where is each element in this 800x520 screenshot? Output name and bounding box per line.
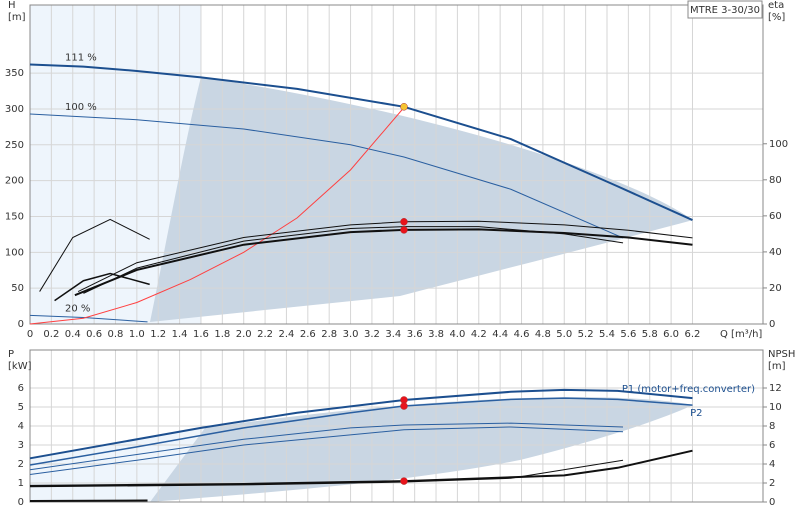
- y2-tick-label: 6: [769, 440, 775, 451]
- curve-label: 100 %: [65, 102, 97, 113]
- y2-axis-label: NPSH: [768, 349, 795, 360]
- x-tick-label: 3.0: [343, 329, 359, 340]
- x-tick-label: 4.4: [492, 329, 508, 340]
- y2-tick-label: 0: [769, 319, 775, 330]
- x-tick-label: 1.0: [129, 329, 145, 340]
- x-tick-label: 2.6: [300, 329, 316, 340]
- duty-point: [400, 477, 408, 485]
- y-tick-label: 0: [18, 497, 24, 508]
- x-tick-label: 0.4: [65, 329, 81, 340]
- x-tick-label: 0.2: [43, 329, 59, 340]
- x-tick-label: 5.8: [642, 329, 658, 340]
- y2-axis-label: [%]: [768, 12, 785, 23]
- x-tick-label: 4.0: [449, 329, 465, 340]
- x-tick-label: 2.0: [236, 329, 252, 340]
- x-tick-label: 3.4: [385, 329, 401, 340]
- y-tick-label: 350: [5, 68, 24, 79]
- curve-label: 20 %: [65, 303, 90, 314]
- duty-point: [400, 402, 408, 410]
- y-axis-label: H: [8, 0, 16, 11]
- y-tick-label: 1: [18, 478, 24, 489]
- y2-tick-label: 80: [769, 175, 782, 186]
- duty-point: [400, 103, 408, 111]
- y-axis-label: P: [8, 349, 14, 360]
- curve: [29, 314, 148, 323]
- y2-tick-label: 60: [769, 211, 782, 222]
- x-tick-label: 4.8: [535, 329, 551, 340]
- curve: [29, 388, 693, 460]
- x-tick-label: 1.4: [172, 329, 188, 340]
- y2-tick-label: 20: [769, 283, 782, 294]
- curve: [29, 422, 624, 471]
- y-axis-label: [m]: [8, 12, 26, 23]
- y-tick-label: 0: [18, 319, 24, 330]
- y2-tick-label: 100: [769, 139, 788, 150]
- range-region: [150, 397, 693, 502]
- curve-label: P1 (motor+freq.converter): [622, 384, 755, 395]
- y2-axis-label: eta: [768, 0, 784, 11]
- x-tick-label: 2.8: [321, 329, 337, 340]
- y-tick-label: 2: [18, 459, 24, 470]
- y2-tick-label: 8: [769, 421, 775, 432]
- x-tick-label: 0.6: [86, 329, 102, 340]
- curve: [29, 63, 693, 221]
- plot-frame: [29, 4, 764, 325]
- x-axis-label: Q [m³/h]: [720, 329, 762, 340]
- curve: [29, 107, 405, 325]
- title-box: [687, 0, 763, 19]
- curve: [29, 499, 148, 503]
- x-tick-label: 3.8: [428, 329, 444, 340]
- y2-tick-label: 12: [769, 383, 782, 394]
- x-tick-label: 3.2: [364, 329, 380, 340]
- curve-label: P2: [690, 408, 702, 419]
- x-tick-label: 2.2: [257, 329, 273, 340]
- duty-point: [400, 218, 408, 226]
- y2-tick-label: 0: [769, 497, 775, 508]
- x-tick-label: 0.8: [108, 329, 124, 340]
- x-tick-label: 1.2: [150, 329, 166, 340]
- x-tick-label: 6.2: [685, 329, 701, 340]
- x-tick-label: 4.2: [471, 329, 487, 340]
- curve: [54, 272, 150, 302]
- y2-tick-label: 10: [769, 402, 782, 413]
- y-tick-label: 5: [18, 402, 24, 413]
- curve: [39, 218, 150, 292]
- range-region: [150, 77, 693, 322]
- y-tick-label: 6: [18, 383, 24, 394]
- y2-tick-label: 40: [769, 247, 782, 258]
- duty-point: [400, 226, 408, 234]
- y2-axis-label: [m]: [768, 361, 786, 372]
- curve: [29, 113, 624, 239]
- x-tick-label: 5.2: [578, 329, 594, 340]
- curve: [29, 426, 624, 475]
- curve: [83, 226, 624, 294]
- y-tick-label: 150: [5, 211, 24, 222]
- x-tick-label: 1.6: [193, 329, 209, 340]
- chart-title: MTRE 3-30/30: [690, 5, 760, 16]
- x-tick-label: 4.6: [514, 329, 530, 340]
- x-tick-label: 0: [27, 329, 33, 340]
- y-tick-label: 250: [5, 140, 24, 151]
- x-tick-label: 5.4: [599, 329, 615, 340]
- x-tick-label: 2.4: [278, 329, 294, 340]
- y-axis-label: [kW]: [8, 361, 32, 372]
- y-tick-label: 300: [5, 104, 24, 115]
- y2-tick-label: 2: [769, 478, 775, 489]
- y2-tick-label: 4: [769, 459, 775, 470]
- x-tick-label: 5.0: [556, 329, 572, 340]
- x-tick-label: 3.6: [407, 329, 423, 340]
- x-tick-label: 6.0: [663, 329, 679, 340]
- y-tick-label: 3: [18, 440, 24, 451]
- y-tick-label: 200: [5, 176, 24, 187]
- x-tick-label: 1.8: [214, 329, 230, 340]
- x-tick-label: 5.6: [620, 329, 636, 340]
- y-tick-label: 4: [18, 421, 24, 432]
- y-tick-label: 100: [5, 247, 24, 258]
- curve-label: 111 %: [65, 52, 97, 63]
- y-tick-label: 50: [11, 283, 24, 294]
